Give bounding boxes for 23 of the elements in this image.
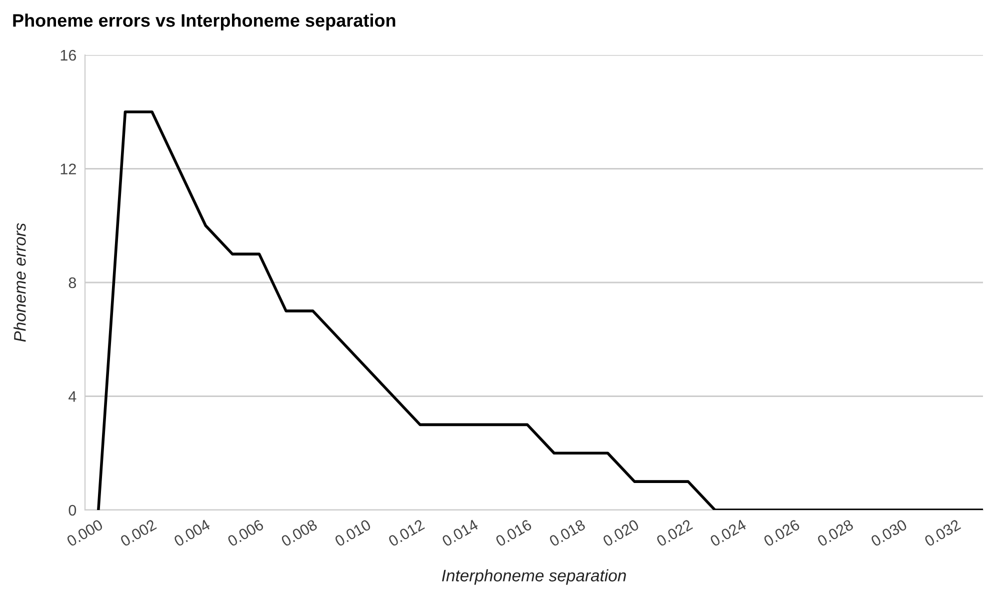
y-tick-label: 12 bbox=[60, 164, 76, 174]
x-tick-label: 0.028 bbox=[816, 519, 854, 547]
chart-title: Phoneme errors vs Interphoneme separation bbox=[13, 14, 396, 30]
y-tick-label: 16 bbox=[60, 50, 76, 61]
x-tick-label: 0.018 bbox=[548, 519, 586, 547]
x-tick-label: 0.016 bbox=[494, 519, 532, 547]
x-tick-label: 0.008 bbox=[280, 519, 318, 547]
x-tick-label: 0.012 bbox=[388, 519, 426, 547]
x-axis-title: Interphoneme separation bbox=[442, 569, 626, 585]
x-tick-label: 0.000 bbox=[66, 518, 104, 547]
x-tick-label: 0.032 bbox=[924, 519, 962, 547]
y-tick-label: 4 bbox=[68, 391, 76, 402]
x-tick-label: 0.030 bbox=[870, 518, 908, 547]
x-tick-label: 0.020 bbox=[602, 518, 640, 547]
x-tick-label: 0.010 bbox=[334, 518, 372, 547]
x-tick-label: 0.002 bbox=[120, 519, 157, 547]
x-tick-label: 0.006 bbox=[226, 519, 264, 547]
y-axis-title: Phoneme errors bbox=[14, 223, 26, 342]
x-tick-label: 0.026 bbox=[762, 519, 800, 547]
x-tick-label: 0.022 bbox=[656, 519, 694, 547]
y-tick-label: 0 bbox=[68, 504, 76, 516]
y-tick-label: 8 bbox=[68, 277, 76, 288]
line-series bbox=[97, 110, 983, 510]
